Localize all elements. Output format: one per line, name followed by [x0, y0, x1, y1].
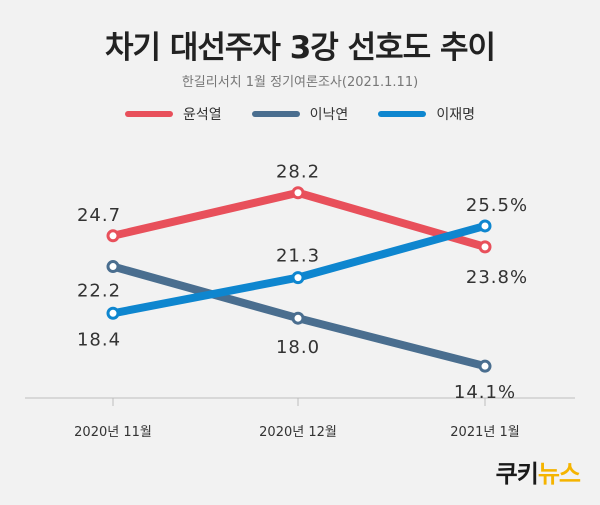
brand-logo-part1: 쿠키: [495, 460, 539, 488]
brand-logo: 쿠키뉴스: [495, 454, 581, 489]
data-point: [291, 271, 305, 285]
chart-title: 차기 대선주자 3강 선호도 추이: [105, 30, 496, 66]
chart-subtitle: 한길리서치 1월 정기여론조사(2021.1.11): [181, 75, 419, 90]
data-point: [291, 186, 305, 200]
legend-swatch-yoon: [125, 111, 174, 117]
data-label: 18.0: [276, 337, 320, 358]
data-label: 18.4: [77, 329, 121, 350]
data-point: [291, 311, 305, 325]
data-label: 25.5%: [466, 195, 528, 216]
data-point: [478, 359, 492, 373]
data-label: 22.2: [77, 281, 121, 302]
data-label: 28.2: [276, 162, 320, 183]
legend-label-lee-nakyon: 이낙연: [309, 107, 349, 123]
data-point: [106, 229, 120, 243]
data-point: [106, 306, 120, 320]
data-label: 24.7: [77, 205, 121, 226]
data-label: 23.8%: [466, 267, 528, 288]
legend-item-yoon: 윤석열: [125, 104, 222, 124]
legend-swatch-lee-nakyon: [251, 111, 300, 117]
legend-item-lee-nakyon: 이낙연: [251, 104, 349, 124]
brand-logo-part2: 뉴스: [537, 460, 581, 488]
x-tick-label: 2021년 1월: [450, 425, 519, 440]
x-tick-label: 2020년 12월: [259, 425, 337, 440]
legend-swatch-lee-jaemyung: [378, 111, 427, 117]
data-point: [478, 219, 492, 233]
data-label: 14.1%: [454, 382, 516, 403]
legend-item-lee-jaemyung: 이재명: [378, 104, 475, 124]
legend: 윤석열 이낙연 이재명: [0, 104, 600, 124]
series-line: [109, 221, 489, 318]
data-label: 21.3: [276, 246, 320, 267]
data-point: [478, 240, 492, 254]
legend-label-lee-jaemyung: 이재명: [436, 107, 475, 123]
data-point: [106, 260, 120, 274]
x-tick-label: 2020년 11월: [74, 425, 152, 440]
legend-label-yoon: 윤석열: [183, 107, 222, 123]
